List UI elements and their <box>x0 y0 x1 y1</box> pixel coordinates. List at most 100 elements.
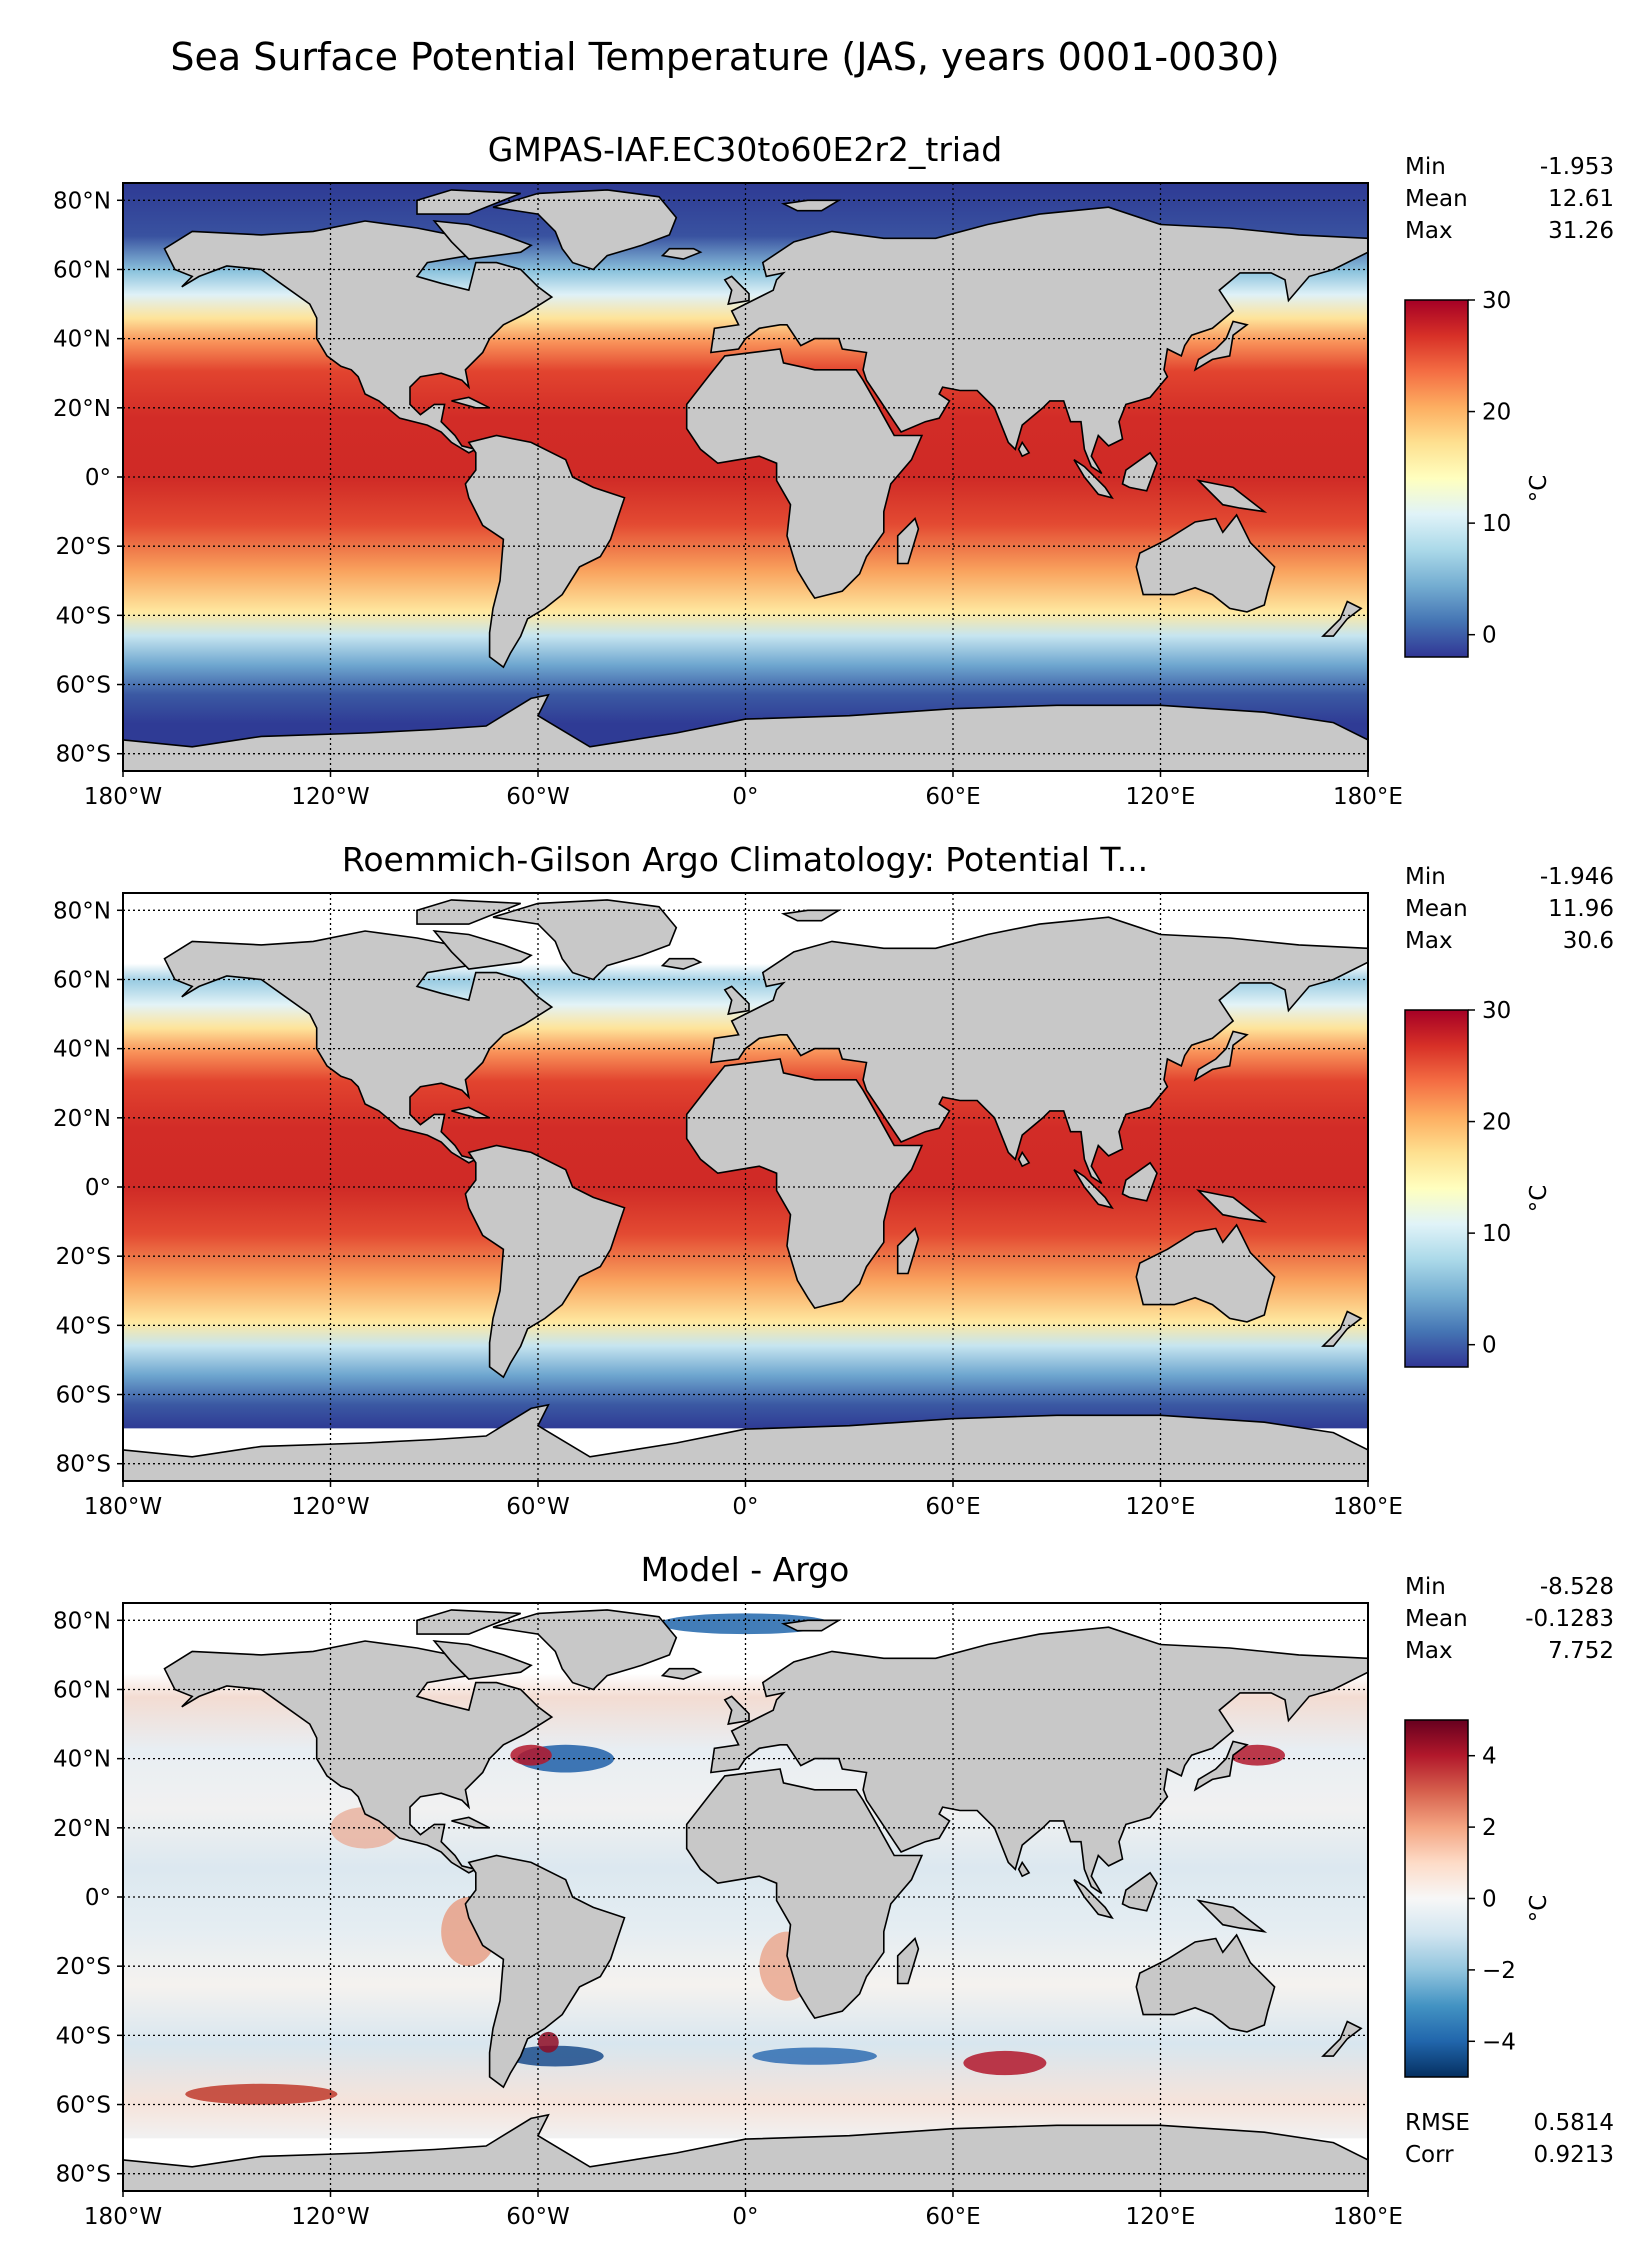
land-uk <box>723 275 750 306</box>
land-africa <box>685 1058 924 1310</box>
land-iceland <box>660 957 703 970</box>
stat-value: 31.26 <box>1548 218 1614 244</box>
x-tick-label: 0° <box>732 784 758 810</box>
land-south-america <box>464 1854 626 2089</box>
land-south-america <box>464 1144 626 1379</box>
y-tick-label: 20°S <box>56 1954 111 1980</box>
land-australia <box>1135 1223 1276 1323</box>
y-tick-label: 40°N <box>53 1037 111 1063</box>
y-tick-label: 80°N <box>53 1608 111 1634</box>
colorbar-tick-label: 4 <box>1482 1744 1497 1770</box>
panel-title: GMPAS-IAF.EC30to60E2r2_triad <box>488 130 1003 169</box>
y-tick-label: 60°N <box>53 1677 111 1703</box>
land-new-guinea <box>1196 1189 1268 1223</box>
land-antarctica <box>123 1403 1368 1481</box>
land-africa <box>685 348 924 600</box>
map-panel-2: Roemmich-Gilson Argo Climatology: Potent… <box>53 840 1614 1520</box>
land-eurasia <box>709 1626 1368 1895</box>
land-uk <box>723 1695 750 1726</box>
y-tick-label: 40°S <box>56 2023 111 2049</box>
land-japan <box>1193 320 1249 372</box>
land-greenland <box>492 189 678 271</box>
x-tick-label: 60°W <box>506 784 570 810</box>
map-panel-1: GMPAS-IAF.EC30to60E2r2_triad 80°N 60°N 40°N… <box>53 130 1614 810</box>
map-area <box>123 893 1368 1481</box>
land-madagascar <box>896 1227 920 1275</box>
land-new-zealand <box>1321 600 1363 637</box>
land-greenland <box>492 1609 678 1691</box>
figure-suptitle: Sea Surface Potential Temperature (JAS, … <box>170 35 1279 79</box>
stat-value: 12.61 <box>1548 186 1614 212</box>
map-panel-3: Model - Argo 80°N 60°N 40°N 20°N 0° 20°S 40°S 60… <box>53 1550 1614 2230</box>
colorbar-tick-label: 10 <box>1482 511 1511 537</box>
y-tick-label: 20°N <box>53 1106 111 1132</box>
stat-value: 0.5814 <box>1534 2110 1614 2136</box>
land-sri-lanka <box>1017 1150 1031 1168</box>
x-tick-label: 120°W <box>291 1494 369 1520</box>
anomaly-blob <box>1229 1744 1286 1766</box>
y-tick-label: 20°S <box>56 1244 111 1270</box>
anomaly-blob <box>506 2045 604 2067</box>
colorbar-tick-label: 2 <box>1482 1815 1497 1841</box>
land-eurasia <box>709 206 1368 475</box>
colorbar <box>1404 1009 1469 1368</box>
land-africa <box>685 1768 924 2020</box>
stat-value: 7.752 <box>1548 1638 1614 1664</box>
land-north-america <box>163 1640 554 1874</box>
land-sri-lanka <box>1017 1860 1031 1878</box>
anomaly-blob <box>538 2031 559 2053</box>
x-tick-label: 0° <box>732 1494 758 1520</box>
y-tick-label: 80°S <box>56 742 111 768</box>
stat-value: 0.9213 <box>1534 2142 1614 2168</box>
colorbar-tick-label: −2 <box>1482 1958 1516 1984</box>
x-tick-label: 120°E <box>1126 1494 1196 1520</box>
land-sri-lanka <box>1017 440 1031 458</box>
y-tick-label: 80°S <box>56 2162 111 2188</box>
panel-title: Roemmich-Gilson Argo Climatology: Potent… <box>342 840 1148 879</box>
land-new-guinea <box>1196 1899 1268 1933</box>
anomaly-blob <box>510 1744 552 1766</box>
colorbar-tick-label: 10 <box>1482 1221 1511 1247</box>
stat-label: Max <box>1405 928 1453 954</box>
stat-label: Max <box>1405 218 1453 244</box>
stat-value: -1.953 <box>1540 154 1614 180</box>
y-tick-label: 80°N <box>53 898 111 924</box>
x-tick-label: 60°E <box>925 784 980 810</box>
y-tick-label: 0° <box>85 1885 111 1911</box>
land-new-zealand <box>1321 1310 1363 1347</box>
land-australia <box>1135 1933 1276 2033</box>
land-north-america <box>163 220 554 454</box>
land-ellesmere <box>416 899 521 925</box>
land-north-america <box>163 930 554 1164</box>
land-greenland <box>492 899 678 981</box>
land-borneo <box>1121 451 1158 492</box>
colorbar <box>1404 1719 1469 2078</box>
x-tick-label: 180°E <box>1333 2204 1403 2230</box>
land-eurasia <box>709 916 1368 1185</box>
colorbar-tick-label: 0 <box>1482 623 1497 649</box>
stat-label: Mean <box>1405 1606 1468 1632</box>
land-uk <box>723 985 750 1016</box>
stat-label: Corr <box>1405 2142 1454 2168</box>
stat-label: Max <box>1405 1638 1453 1664</box>
stat-label: Mean <box>1405 186 1468 212</box>
y-tick-label: 40°N <box>53 327 111 353</box>
stat-label: RMSE <box>1405 2110 1470 2136</box>
colorbar-tick-label: 20 <box>1482 1110 1511 1136</box>
y-tick-label: 60°N <box>53 967 111 993</box>
x-tick-label: 120°E <box>1126 2204 1196 2230</box>
land-japan <box>1193 1030 1249 1082</box>
land-new-zealand <box>1321 2020 1363 2057</box>
land-iceland <box>660 1667 703 1680</box>
y-tick-label: 80°S <box>56 1452 111 1478</box>
stat-value: 30.6 <box>1563 928 1614 954</box>
x-tick-label: 120°E <box>1126 784 1196 810</box>
land-madagascar <box>896 517 920 565</box>
colorbar-tick-label: 30 <box>1482 288 1511 314</box>
x-tick-label: 120°W <box>291 2204 369 2230</box>
anomaly-blob <box>185 2083 338 2105</box>
anomaly-blob <box>752 2047 877 2065</box>
colorbar <box>1404 299 1469 658</box>
x-tick-label: 60°W <box>506 2204 570 2230</box>
